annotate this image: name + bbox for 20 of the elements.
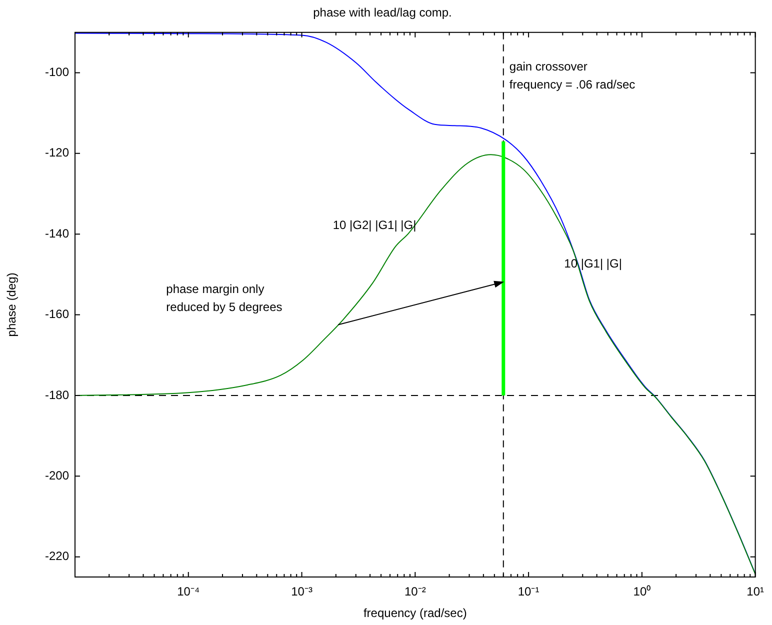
y-tick-label: -140 [44,226,70,240]
x-tick-label: 10¹ [746,584,764,599]
y-tick-label: -120 [44,146,70,160]
chart-title: phase with lead/lag comp. [313,6,452,20]
y-tick-label: -180 [44,388,70,402]
y-axis-title: phase (deg) [4,272,19,337]
y-tick-label: -200 [44,468,70,482]
x-tick-label: 10⁻¹ [518,584,540,599]
x-axis-title: frequency (rad/sec) [363,606,467,620]
y-tick-label: -220 [44,549,70,564]
x-tick-label: 10⁻⁴ [177,584,200,599]
x-tick-label: 10⁻³ [291,584,312,599]
series-label: 10 |G2| |G1| |G| [332,218,416,232]
y-tick-label: -100 [44,65,70,80]
y-tick-label: -160 [44,307,70,322]
ref-line-label: gain crossover frequency = .06 rad/sec [509,60,636,92]
annotation: phase margin only reduced by 5 degrees [166,282,282,314]
x-tick-label: 10⁰ [633,584,651,599]
series-label: 10 |G1| |G| [564,256,622,271]
x-tick-label: 10⁻² [404,584,426,599]
